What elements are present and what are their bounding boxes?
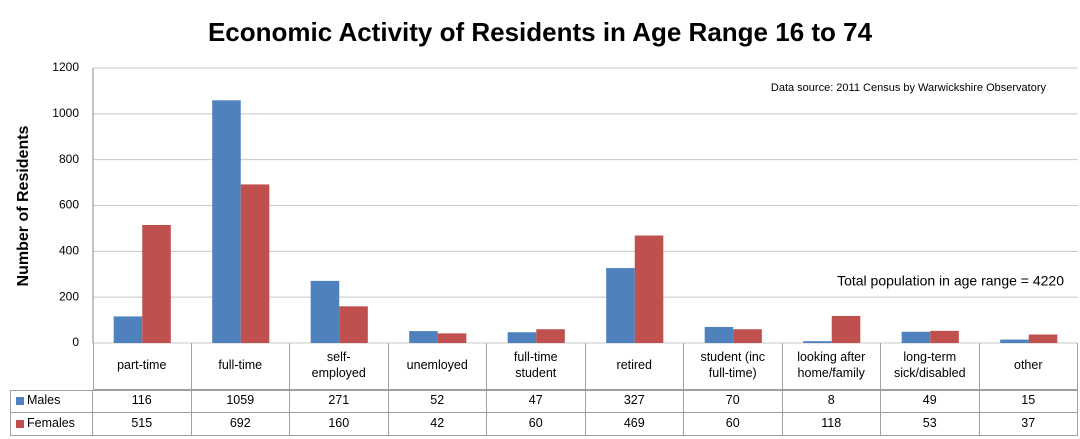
table-value: 515	[93, 413, 192, 436]
bar	[240, 184, 270, 343]
legend-swatch	[16, 420, 24, 428]
bar	[507, 332, 537, 343]
annotation: Data source: 2011 Census by Warwickshire…	[771, 82, 1047, 94]
table-border	[10, 390, 1078, 436]
bar	[901, 331, 931, 343]
x-tick-label: unemloyed	[388, 343, 487, 390]
legend-entry: Females	[10, 413, 93, 436]
x-tick-label: full-time	[191, 343, 290, 390]
table-value: 49	[881, 390, 980, 413]
bar	[212, 100, 241, 343]
y-tick-label: 800	[59, 152, 79, 166]
bar	[831, 315, 861, 343]
bar	[113, 316, 143, 343]
chart-title: Economic Activity of Residents in Age Ra…	[208, 17, 873, 47]
y-tick-label: 200	[59, 289, 79, 303]
legend-label: Females	[27, 416, 75, 431]
x-tick-label: student (inc full-time)	[684, 343, 783, 390]
table-value: 1059	[191, 390, 290, 413]
x-tick-label: looking after home/family	[782, 343, 881, 390]
bar	[803, 341, 832, 343]
y-tick-label: 1000	[52, 106, 79, 120]
table-value: 42	[388, 413, 487, 436]
table-value: 53	[881, 413, 980, 436]
table-value: 469	[585, 413, 684, 436]
x-tick-label: long-term sick/disabled	[881, 343, 980, 390]
table-value: 327	[585, 390, 684, 413]
y-tick-label: 0	[72, 335, 79, 349]
bar	[634, 235, 664, 343]
table-value: 118	[782, 413, 881, 436]
bar	[733, 329, 762, 343]
x-tick-label: full-time student	[487, 343, 586, 390]
y-tick-label: 1200	[52, 60, 79, 74]
bar	[409, 331, 438, 343]
y-tick-label: 400	[59, 244, 79, 258]
table-value: 8	[782, 390, 881, 413]
table-value: 70	[684, 390, 783, 413]
y-axis-label: Number of Residents	[15, 125, 32, 286]
annotation: Total population in age range = 4220	[837, 273, 1064, 289]
table-value: 52	[388, 390, 487, 413]
table-value: 160	[290, 413, 389, 436]
bar	[142, 224, 171, 343]
bar	[1000, 339, 1029, 343]
x-tick-label: part-time	[93, 343, 192, 390]
legend-label: Males	[27, 393, 61, 408]
bar	[536, 329, 565, 343]
legend-entry: Males	[10, 390, 93, 413]
table-value: 692	[191, 413, 290, 436]
bar	[930, 330, 959, 343]
table-value: 47	[487, 390, 586, 413]
bar	[339, 306, 368, 343]
x-tick-label: self- employed	[290, 343, 389, 390]
table-value: 60	[487, 413, 586, 436]
legend-swatch	[16, 397, 24, 405]
table-border	[93, 343, 1078, 390]
table-value: 15	[979, 390, 1078, 413]
y-tick-label: 600	[59, 198, 79, 212]
table-value: 116	[93, 390, 192, 413]
table-value: 37	[979, 413, 1078, 436]
bar	[704, 326, 734, 343]
bar	[606, 268, 635, 343]
bar	[1028, 334, 1058, 343]
x-tick-label: other	[979, 343, 1078, 390]
bar	[310, 280, 340, 343]
table-value: 60	[684, 413, 783, 436]
x-tick-label: retired	[585, 343, 684, 390]
bar	[437, 333, 467, 343]
table-value: 271	[290, 390, 389, 413]
